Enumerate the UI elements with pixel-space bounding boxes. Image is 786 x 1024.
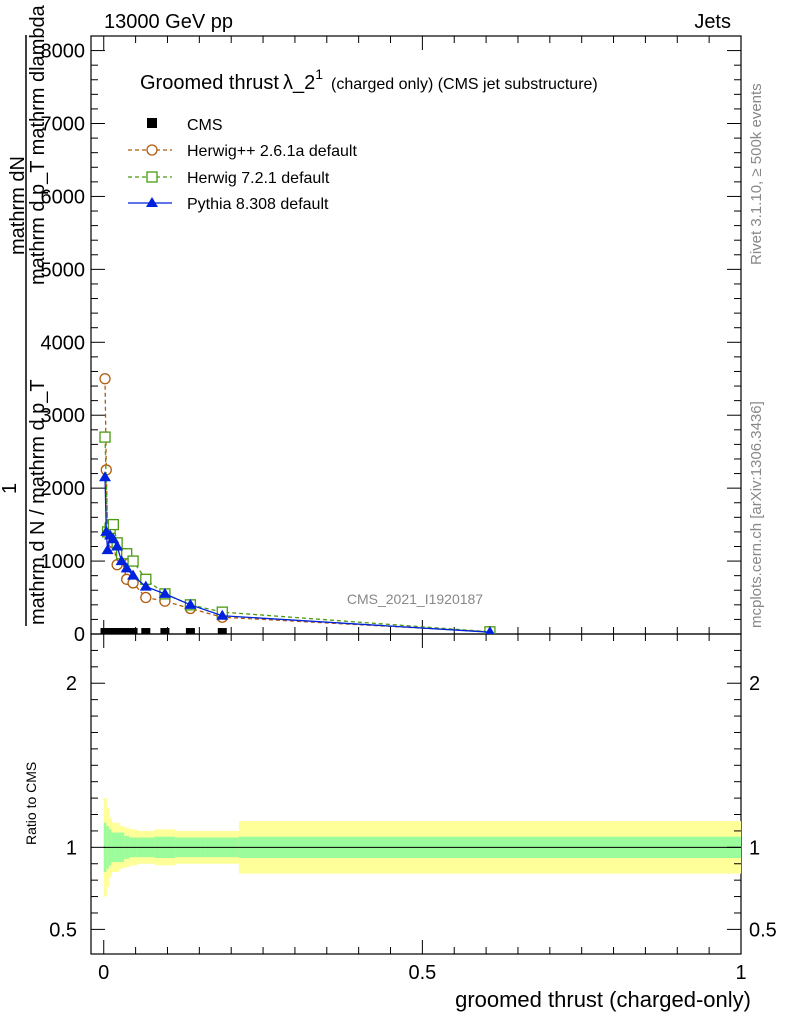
pythia-point [99, 471, 112, 482]
pythia-point [139, 580, 152, 591]
herwig72-point [107, 518, 119, 531]
ratio-y-tick-label: 2 [66, 673, 77, 695]
ratio-plot-frame [90, 633, 742, 955]
legend: CMS Herwig++ 2.6.1a default Herwig 7.2.1… [128, 117, 357, 213]
y-tick-label: 0 [74, 624, 85, 646]
analysis-watermark: CMS_2021_I1920187 [347, 591, 483, 607]
legend-item-cms: CMS [147, 117, 223, 134]
cms-marker-icon [147, 118, 157, 128]
legend-item-herwig72: Herwig 7.2.1 default [128, 170, 330, 187]
x-tick-label: 0.5 [408, 962, 436, 984]
header-process-label: Jets [694, 11, 731, 33]
cms-point [217, 628, 227, 634]
ratio-y-axis-label: Ratio to CMS [23, 762, 39, 845]
ylabel-denominator: mathrm d N / mathrm d p_T [27, 379, 49, 625]
herwig-pp-marker-icon [146, 144, 158, 156]
pythia-point [485, 626, 495, 634]
title-main: Groomed thrust λ_21 (charged only) (CMS je… [140, 66, 598, 94]
rivet-version-label: Rivet 3.1.10, ≥ 500k events [748, 83, 765, 265]
x-tick-label: 1 [735, 962, 746, 984]
cms-point [141, 628, 151, 634]
plot-title: Groomed thrust λ_21 (charged only) (CMS je… [140, 66, 598, 94]
x-tick-label: 0 [98, 962, 109, 984]
cms-point [160, 628, 170, 634]
title-main-text: Groomed thrust [140, 72, 279, 94]
pythia-point [115, 555, 128, 566]
ylabel-one: 1 [0, 483, 21, 494]
y-tick-label: 4000 [41, 332, 86, 354]
pythia-point [184, 598, 197, 609]
cms-point [185, 628, 195, 634]
cms-point [122, 628, 132, 634]
ratio-y-tick-label: 1 [66, 837, 77, 859]
herwig-pp-point [99, 373, 111, 385]
data-series [99, 373, 496, 634]
y-tick-label: 6000 [41, 186, 86, 208]
pythia-point [158, 587, 171, 598]
legend-label-cms: CMS [187, 117, 223, 134]
pythia-series-line [104, 477, 490, 633]
legend-label-herwig-pp: Herwig++ 2.6.1a default [187, 143, 357, 160]
title-superscript: 1 [315, 66, 323, 82]
title-suffix: (charged only) (CMS jet substructure) [331, 76, 598, 93]
mcplots-credit-label: mcplots.cern.ch [arXiv:1306.3436] [748, 401, 765, 628]
herwig72-point [121, 548, 133, 560]
ratio-y-tick-label-right: 2 [749, 673, 760, 695]
legend-label-herwig72: Herwig 7.2.1 default [187, 170, 330, 187]
herwig-pp-point [140, 591, 152, 604]
x-axis-label: groomed thrust (charged-only) [455, 987, 751, 1012]
pythia-point [127, 569, 140, 580]
ratio-y-tick-label: 0.5 [49, 919, 77, 941]
y-tick-label: 5000 [41, 259, 86, 281]
pythia-point [120, 562, 133, 573]
pythia-point [216, 609, 229, 620]
ylabel-numerator: mathrm dN [7, 156, 29, 255]
pythia-point [107, 533, 120, 544]
y-tick-label: 8000 [41, 41, 86, 63]
main-axis-ticks: 0 1000 2000 3000 4000 5000 6000 7000 8000 [41, 36, 742, 646]
header-energy-label: 13000 GeV pp [104, 11, 233, 33]
pythia-point [111, 540, 124, 551]
main-y-axis-label: mathrm dN mathrm d p_T mathrm dlambda 1 … [0, 4, 49, 626]
ylabel-numerator-2: mathrm d p_T mathrm dlambda [27, 4, 49, 285]
ratio-y-tick-label-right: 1 [749, 837, 760, 859]
legend-item-herwig-pp: Herwig++ 2.6.1a default [128, 143, 357, 160]
y-tick-label: 7000 [41, 114, 86, 136]
herwig72-marker-icon [146, 171, 158, 183]
y-tick-label: 3000 [41, 405, 86, 427]
legend-item-pythia: Pythia 8.308 default [128, 196, 329, 213]
pythia-point [101, 544, 114, 555]
herwig72-point [99, 431, 111, 443]
y-tick-label: 2000 [41, 478, 86, 500]
cms-point [128, 628, 138, 634]
ratio-axis-ticks: 0.5 0.51 12 20 0.5 1 [49, 634, 777, 984]
title-lambda: λ_2 [283, 72, 315, 94]
cms-point [117, 628, 127, 634]
legend-label-pythia: Pythia 8.308 default [187, 196, 329, 213]
ratio-y-tick-label-right: 0.5 [749, 919, 777, 941]
herwig72-point [127, 555, 139, 567]
y-tick-label: 1000 [41, 551, 86, 573]
pythia-marker-icon [146, 197, 158, 207]
